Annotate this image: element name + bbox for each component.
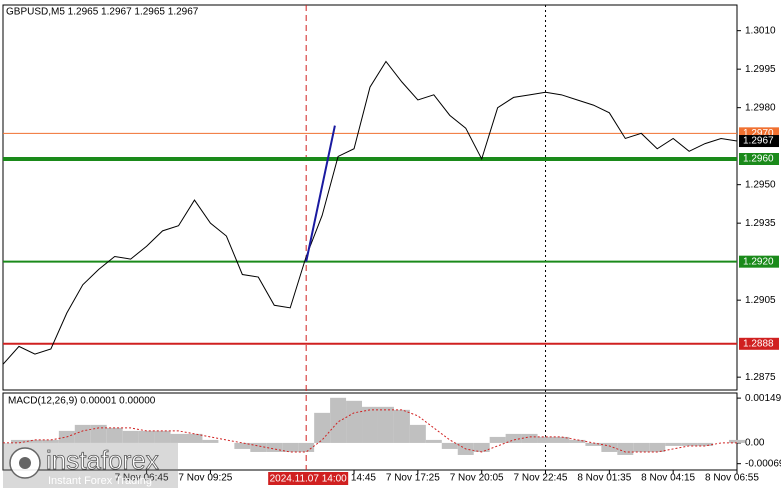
macd-bar: [537, 436, 554, 443]
macd-bar: [90, 424, 107, 443]
macd-bar: [186, 433, 203, 443]
x-tick-label: 7 Nov 20:05: [450, 473, 504, 484]
macd-bar: [489, 436, 506, 443]
macd-bar: [314, 412, 331, 443]
y-tick-label: 0.00: [745, 438, 765, 449]
logo: instaforex Instant Forex Trading: [3, 443, 178, 488]
x-tick-label: 7 Nov 22:45: [514, 473, 568, 484]
x-tick-label: 7 Nov 06:45: [115, 473, 169, 484]
macd-bar: [282, 442, 299, 452]
y-tick-label: 1.2935: [745, 218, 776, 229]
macd-bar: [633, 442, 650, 452]
macd-bar: [266, 442, 283, 452]
macd-bar: [505, 433, 522, 443]
macd-bar: [697, 442, 714, 446]
logo-icon-core: [19, 457, 31, 469]
level-label-box: [739, 255, 779, 268]
current-price-label: 1.2967: [743, 136, 774, 147]
x-tick-label: 7 Nov 17:25: [386, 473, 440, 484]
level-label: 1.2960: [743, 154, 774, 165]
macd-bar: [617, 442, 634, 455]
x-tick-label: 7 Nov 14:45: [322, 473, 376, 484]
current-price-box: [739, 135, 779, 148]
time-marker-box: [268, 472, 349, 485]
macd-bar: [729, 439, 745, 443]
macd-bar: [377, 406, 394, 443]
y-tick-label: 1.2980: [745, 102, 776, 113]
macd-bar: [250, 442, 267, 452]
macd-bar: [649, 442, 666, 452]
macd-bar: [106, 427, 123, 443]
chart-title: GBPUSD,M5 1.2965 1.2967 1.2965 1.2967: [6, 7, 199, 18]
x-tick-label: 7 Nov 09:25: [178, 473, 232, 484]
macd-bar: [681, 442, 698, 446]
macd-bar: [154, 430, 171, 443]
level-label: 1.2920: [743, 256, 774, 267]
macd-bar: [26, 439, 43, 443]
plot-layer: 1.3010 1.2995 1.2980 1.2950 1.2935 1.2905 1.28…: [2, 5, 781, 485]
macd-bar: [425, 439, 442, 443]
macd-bar: [665, 442, 682, 446]
logo-text: instaforex: [46, 445, 159, 475]
y-tick-label: 1.2995: [745, 64, 776, 75]
macd-bar: [170, 433, 187, 443]
y-tick-label: 1.3010: [745, 25, 776, 36]
y-tick-label: 1.2875: [745, 372, 776, 383]
y-tick-label: -0.00069: [745, 458, 781, 469]
macd-bar: [601, 442, 618, 452]
trend-line: [305, 125, 336, 262]
y-tick-label: 1.2950: [745, 179, 776, 190]
macd-bar: [473, 442, 490, 452]
macd-bar: [138, 430, 155, 443]
macd-bar: [362, 406, 378, 443]
macd-bar: [585, 442, 602, 446]
macd-frame: [2, 392, 738, 471]
level-label-box: [739, 153, 779, 165]
macd-bar: [521, 433, 538, 443]
macd-bar: [42, 439, 59, 443]
level-label: 1.2888: [743, 338, 774, 349]
time-marker-label: 2024.11.07 14:00: [270, 474, 348, 485]
macd-bar: [330, 397, 347, 443]
level-label-box: [739, 337, 779, 350]
macd-bar: [346, 400, 363, 443]
main-frame: [2, 4, 738, 391]
macd-bar: [569, 439, 586, 443]
x-tick-label: 8 Nov 04:15: [641, 473, 695, 484]
macd-bar: [10, 439, 27, 443]
level-label: 1.2970: [743, 128, 774, 139]
logo-tagline: Instant Forex Trading: [48, 475, 152, 487]
macd-bar: [553, 436, 570, 443]
macd-bar: [74, 424, 91, 443]
y-tick-label: 1.2905: [745, 295, 776, 306]
macd-bar: [409, 424, 426, 443]
macd-bar: [298, 442, 315, 452]
macd-bar: [234, 442, 251, 449]
macd-bar: [122, 430, 139, 443]
macd-bar: [441, 442, 458, 449]
x-tick-label: 8 Nov 06:55: [705, 473, 759, 484]
price-line: [2, 60, 738, 365]
y-tick-label: 0.00149: [745, 393, 781, 404]
macd-bar: [202, 439, 219, 443]
x-tick-label: 8 Nov 01:35: [577, 473, 631, 484]
macd-title: MACD(12,26,9) 0.00001 0.00000: [8, 396, 156, 407]
macd-signal: [3, 409, 737, 453]
macd-bar: [393, 409, 410, 443]
